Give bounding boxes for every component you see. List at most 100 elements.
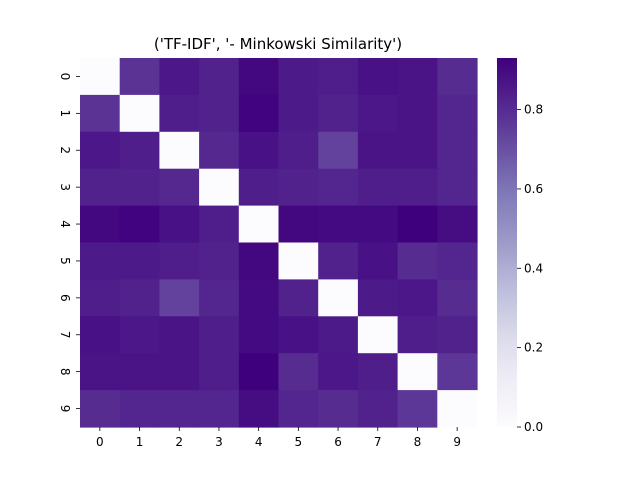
heatmap-cell-7-1 [119, 316, 160, 354]
colorbar-tick-label-4: 0.8 [524, 103, 543, 117]
heatmap-cell-7-6 [318, 316, 359, 354]
x-tick-label-0: 0 [96, 435, 104, 449]
heatmap-cell-6-9 [437, 279, 478, 317]
heatmap-cell-5-6 [318, 242, 359, 280]
heatmap-cell-8-3 [199, 353, 240, 391]
heatmap-cell-4-7 [357, 205, 399, 244]
heatmap-cell-2-0 [80, 131, 121, 170]
heatmap-cell-7-5 [278, 316, 319, 354]
colorbar-tick-label-0: 0.0 [524, 420, 543, 434]
y-tick-label-6: 6 [58, 294, 72, 302]
heatmap-cell-8-1 [119, 353, 160, 391]
heatmap-cell-6-2 [159, 279, 200, 317]
heatmap-cell-5-2 [159, 242, 200, 280]
heatmap-cell-1-2 [159, 94, 200, 133]
heatmap-cell-2-9 [437, 131, 478, 170]
heatmap-cell-0-8 [397, 58, 438, 96]
colorbar-tick-label-2: 0.4 [524, 261, 543, 275]
y-tick-label-5: 5 [58, 257, 72, 265]
colorbar-gradient [497, 58, 517, 427]
heatmap-cell-8-8 [397, 353, 438, 391]
x-tick-label-9: 9 [453, 435, 461, 449]
x-tick-label-1: 1 [136, 435, 144, 449]
heatmap-cell-9-6 [318, 390, 359, 428]
y-tick-label-0: 0 [58, 73, 72, 81]
heatmap-cell-4-5 [278, 205, 319, 244]
heatmap-cell-6-5 [278, 279, 319, 317]
heatmap-cell-7-4 [238, 316, 280, 354]
heatmap-cell-9-8 [397, 390, 438, 428]
heatmap-cell-2-3 [199, 131, 240, 170]
heatmap-cell-5-9 [437, 242, 478, 280]
heatmap-cell-3-6 [318, 168, 359, 207]
heatmap-cell-0-9 [437, 58, 478, 96]
heatmap-cell-5-5 [278, 242, 319, 280]
heatmap-cell-6-6 [318, 279, 359, 317]
heatmap-cell-6-8 [397, 279, 438, 317]
heatmap-cell-6-4 [238, 279, 280, 317]
heatmap-cell-1-4 [238, 94, 280, 133]
heatmap-cell-1-7 [357, 94, 399, 133]
heatmap-cell-0-0 [80, 58, 121, 96]
x-tick-label-5: 5 [295, 435, 303, 449]
colorbar: 0.0 0.2 0.4 0.6 0.8 [497, 58, 543, 434]
x-tick-label-4: 4 [255, 435, 263, 449]
heatmap-cell-7-8 [397, 316, 438, 354]
heatmap-cell-2-2 [159, 131, 200, 170]
heatmap-cell-8-0 [80, 353, 121, 391]
heatmap-cell-7-3 [199, 316, 240, 354]
heatmap-cell-2-8 [397, 131, 438, 170]
heatmap-cell-2-5 [278, 131, 319, 170]
heatmap-cell-4-0 [80, 205, 121, 244]
x-tick-label-2: 2 [175, 435, 183, 449]
y-axis: 0 1 2 3 4 5 6 7 8 9 [58, 73, 80, 413]
heatmap-cell-1-5 [278, 94, 319, 133]
heatmap-cell-8-9 [437, 353, 478, 391]
heatmap-cell-2-7 [357, 131, 399, 170]
heatmap-cell-7-7 [357, 316, 399, 354]
y-tick-label-2: 2 [58, 146, 72, 154]
x-tick-label-8: 8 [414, 435, 422, 449]
heatmap-cell-0-1 [119, 58, 160, 96]
heatmap-cell-9-7 [357, 390, 399, 428]
heatmap-cell-9-1 [119, 390, 160, 428]
heatmap-cell-1-6 [318, 94, 359, 133]
heatmap-cells [80, 58, 478, 428]
heatmap-cell-5-7 [357, 242, 399, 280]
heatmap-cell-0-5 [278, 58, 319, 96]
heatmap-cell-9-9 [437, 390, 478, 428]
y-tick-label-9: 9 [58, 405, 72, 413]
heatmap-cell-6-7 [357, 279, 399, 317]
heatmap-cell-3-2 [159, 168, 200, 207]
colorbar-tick-label-1: 0.2 [524, 341, 543, 355]
heatmap-cell-9-5 [278, 390, 319, 428]
heatmap-cell-8-4 [238, 353, 280, 391]
heatmap-cell-3-7 [357, 168, 399, 207]
heatmap-cell-4-6 [318, 205, 359, 244]
heatmap-cell-4-2 [159, 205, 200, 244]
heatmap-cell-8-5 [278, 353, 319, 391]
heatmap-cell-3-4 [238, 168, 280, 207]
heatmap-cell-7-9 [437, 316, 478, 354]
heatmap-cell-3-1 [119, 168, 160, 207]
heatmap-cell-4-9 [437, 205, 478, 244]
heatmap-cell-1-3 [199, 94, 240, 133]
heatmap-cell-8-7 [357, 353, 399, 391]
heatmap-cell-3-0 [80, 168, 121, 207]
heatmap-cell-0-4 [238, 58, 280, 96]
x-axis: 0 1 2 3 4 5 6 7 8 9 [96, 427, 461, 449]
x-tick-label-3: 3 [215, 435, 223, 449]
heatmap-cell-0-2 [159, 58, 200, 96]
heatmap-cell-0-6 [318, 58, 359, 96]
y-tick-label-8: 8 [58, 368, 72, 376]
heatmap-cell-3-5 [278, 168, 319, 207]
heatmap-cell-4-4 [238, 205, 280, 244]
heatmap-cell-1-0 [80, 94, 121, 133]
heatmap-cell-9-0 [80, 390, 121, 428]
heatmap-cell-5-3 [199, 242, 240, 280]
heatmap-cell-5-0 [80, 242, 121, 280]
heatmap-cell-4-1 [119, 205, 160, 244]
heatmap-cell-3-8 [397, 168, 438, 207]
heatmap-cell-9-3 [199, 390, 240, 428]
